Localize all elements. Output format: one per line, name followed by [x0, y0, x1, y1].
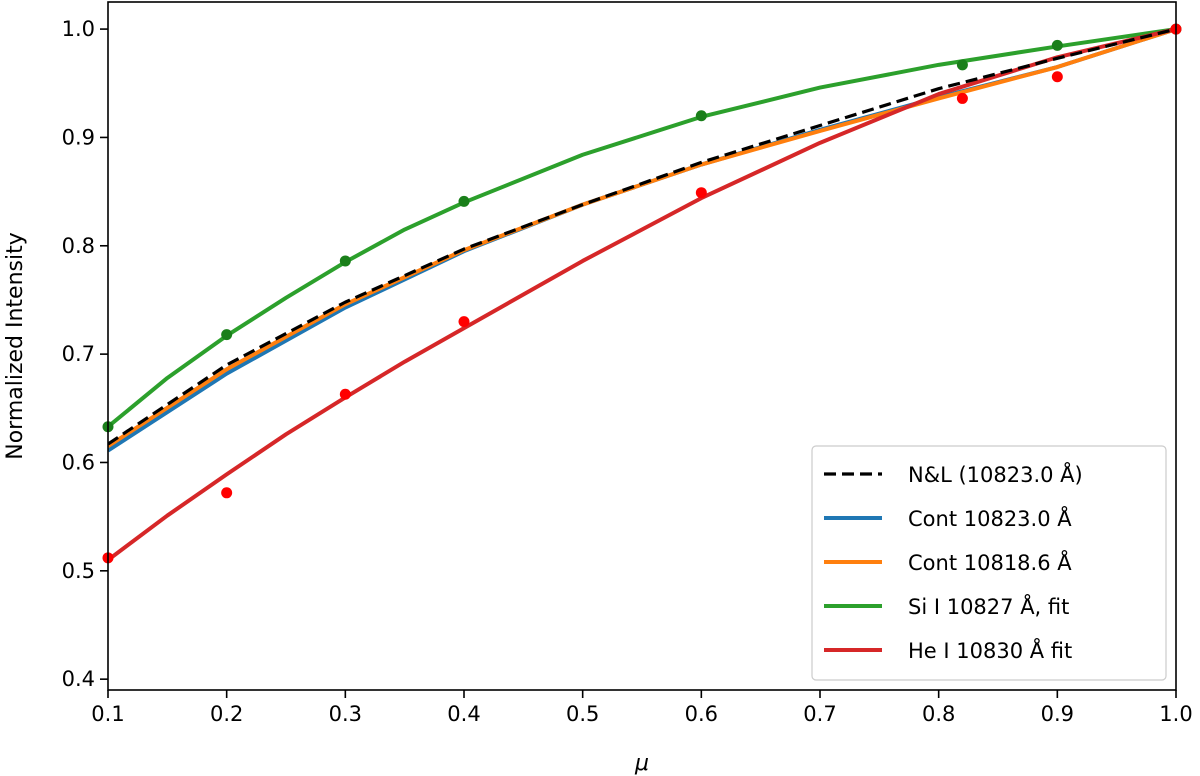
x-tick-label: 1.0	[1159, 702, 1192, 726]
legend-label-2: Cont 10818.6 Å	[908, 549, 1072, 575]
y-tick-label: 0.4	[62, 667, 95, 691]
data-points	[102, 23, 1182, 564]
data-point-3-3	[458, 195, 470, 207]
data-point-3-1	[221, 329, 233, 341]
y-tick-label: 0.8	[62, 234, 95, 258]
data-point-4-4	[695, 187, 707, 199]
series-line-1	[108, 27, 1176, 453]
legend-label-1: Cont 10823.0 Å	[908, 505, 1072, 531]
legend-label-3: Si I 10827 Å, fit	[908, 593, 1069, 619]
x-tick-label: 0.2	[210, 702, 243, 726]
y-tick-label: 0.5	[62, 559, 95, 583]
y-tick-label: 1.0	[62, 17, 95, 41]
plot-frame	[107, 1, 1177, 691]
x-tick-label: 0.5	[566, 702, 599, 726]
legend-label-4: He I 10830 Å fit	[908, 637, 1072, 663]
x-tick-label: 0.3	[329, 702, 362, 726]
data-point-3-6	[1051, 39, 1063, 51]
data-point-4-2	[339, 388, 351, 400]
data-point-4-3	[458, 316, 470, 328]
data-point-4-5	[956, 92, 968, 104]
x-axis-label: μ	[634, 751, 649, 776]
data-point-3-5	[956, 59, 968, 71]
data-point-4-1	[221, 487, 233, 499]
y-tick-label: 0.7	[62, 342, 95, 366]
data-point-4-6	[1051, 71, 1063, 83]
series-line-4	[108, 27, 1176, 562]
y-tick-label: 0.9	[62, 125, 95, 149]
legend-box	[811, 445, 1167, 681]
y-tick-label: 0.6	[62, 450, 95, 474]
x-tick-label: 0.7	[803, 702, 836, 726]
data-point-3-2	[339, 255, 351, 267]
legend-label-0: N&L (10823.0 Å)	[908, 461, 1083, 487]
x-tick-label: 0.4	[447, 702, 480, 726]
series-line-2	[108, 27, 1176, 448]
y-axis-label: Normalized Intensity	[3, 232, 28, 460]
x-tick-label: 0.6	[685, 702, 718, 726]
data-point-3-4	[695, 110, 707, 122]
x-tick-label: 0.1	[91, 702, 124, 726]
x-tick-label: 0.8	[922, 702, 955, 726]
series-line-0	[108, 27, 1176, 446]
legend: N&L (10823.0 Å) Cont 10823.0 Å Cont 10818.…	[811, 445, 1167, 681]
x-tick-label: 0.9	[1041, 702, 1074, 726]
